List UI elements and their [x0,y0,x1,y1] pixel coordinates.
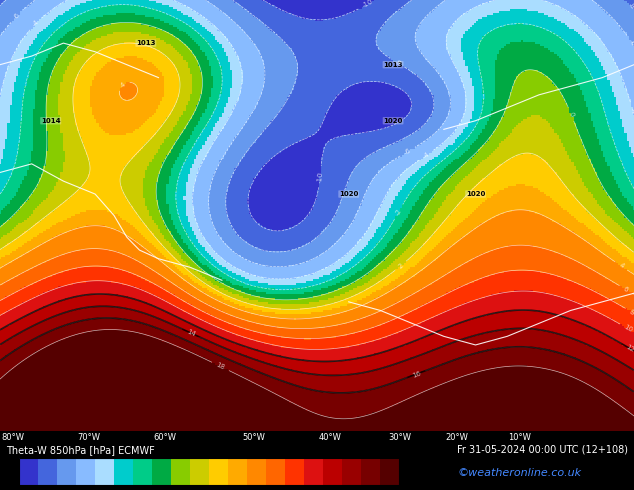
Text: 14: 14 [186,328,196,338]
Text: -2: -2 [394,207,403,217]
Text: 1013: 1013 [384,62,403,68]
Text: 4: 4 [618,262,624,270]
Text: 1013: 1013 [136,40,155,46]
Text: 20°W: 20°W [445,433,468,442]
Text: -8: -8 [627,1,634,10]
Text: 50°W: 50°W [242,433,265,442]
Text: 80°W: 80°W [1,433,24,442]
Text: 2: 2 [397,262,404,270]
Text: -6: -6 [13,11,22,21]
Text: -6: -6 [403,147,412,156]
Text: 10: 10 [623,324,633,334]
Text: -10: -10 [361,0,374,9]
Text: 18: 18 [215,362,226,371]
Text: 70°W: 70°W [77,433,100,442]
Text: -4: -4 [31,19,41,28]
Text: 6: 6 [623,286,630,293]
Text: -10: -10 [316,171,324,183]
Text: 0: 0 [567,111,574,118]
Text: -4: -4 [629,106,634,114]
Text: 30°W: 30°W [388,433,411,442]
Text: 12: 12 [624,343,634,353]
Text: ©weatheronline.co.uk: ©weatheronline.co.uk [458,468,582,478]
Text: 1014: 1014 [41,118,60,124]
Text: Theta-W 850hPa [hPa] ECMWF: Theta-W 850hPa [hPa] ECMWF [6,445,155,455]
Text: Fr 31-05-2024 00:00 UTC (12+108): Fr 31-05-2024 00:00 UTC (12+108) [456,445,628,455]
Text: 40°W: 40°W [318,433,341,442]
Text: 10°W: 10°W [508,433,531,442]
Text: 1020: 1020 [384,118,403,124]
Text: 1020: 1020 [466,191,485,197]
Text: -8: -8 [393,59,402,68]
Text: -4: -4 [422,151,430,160]
Text: 60°W: 60°W [153,433,176,442]
Text: 1020: 1020 [339,191,358,197]
Text: 16: 16 [411,370,422,378]
Text: 4: 4 [119,81,127,88]
Text: -6: -6 [628,38,634,47]
Text: 8: 8 [628,308,634,316]
